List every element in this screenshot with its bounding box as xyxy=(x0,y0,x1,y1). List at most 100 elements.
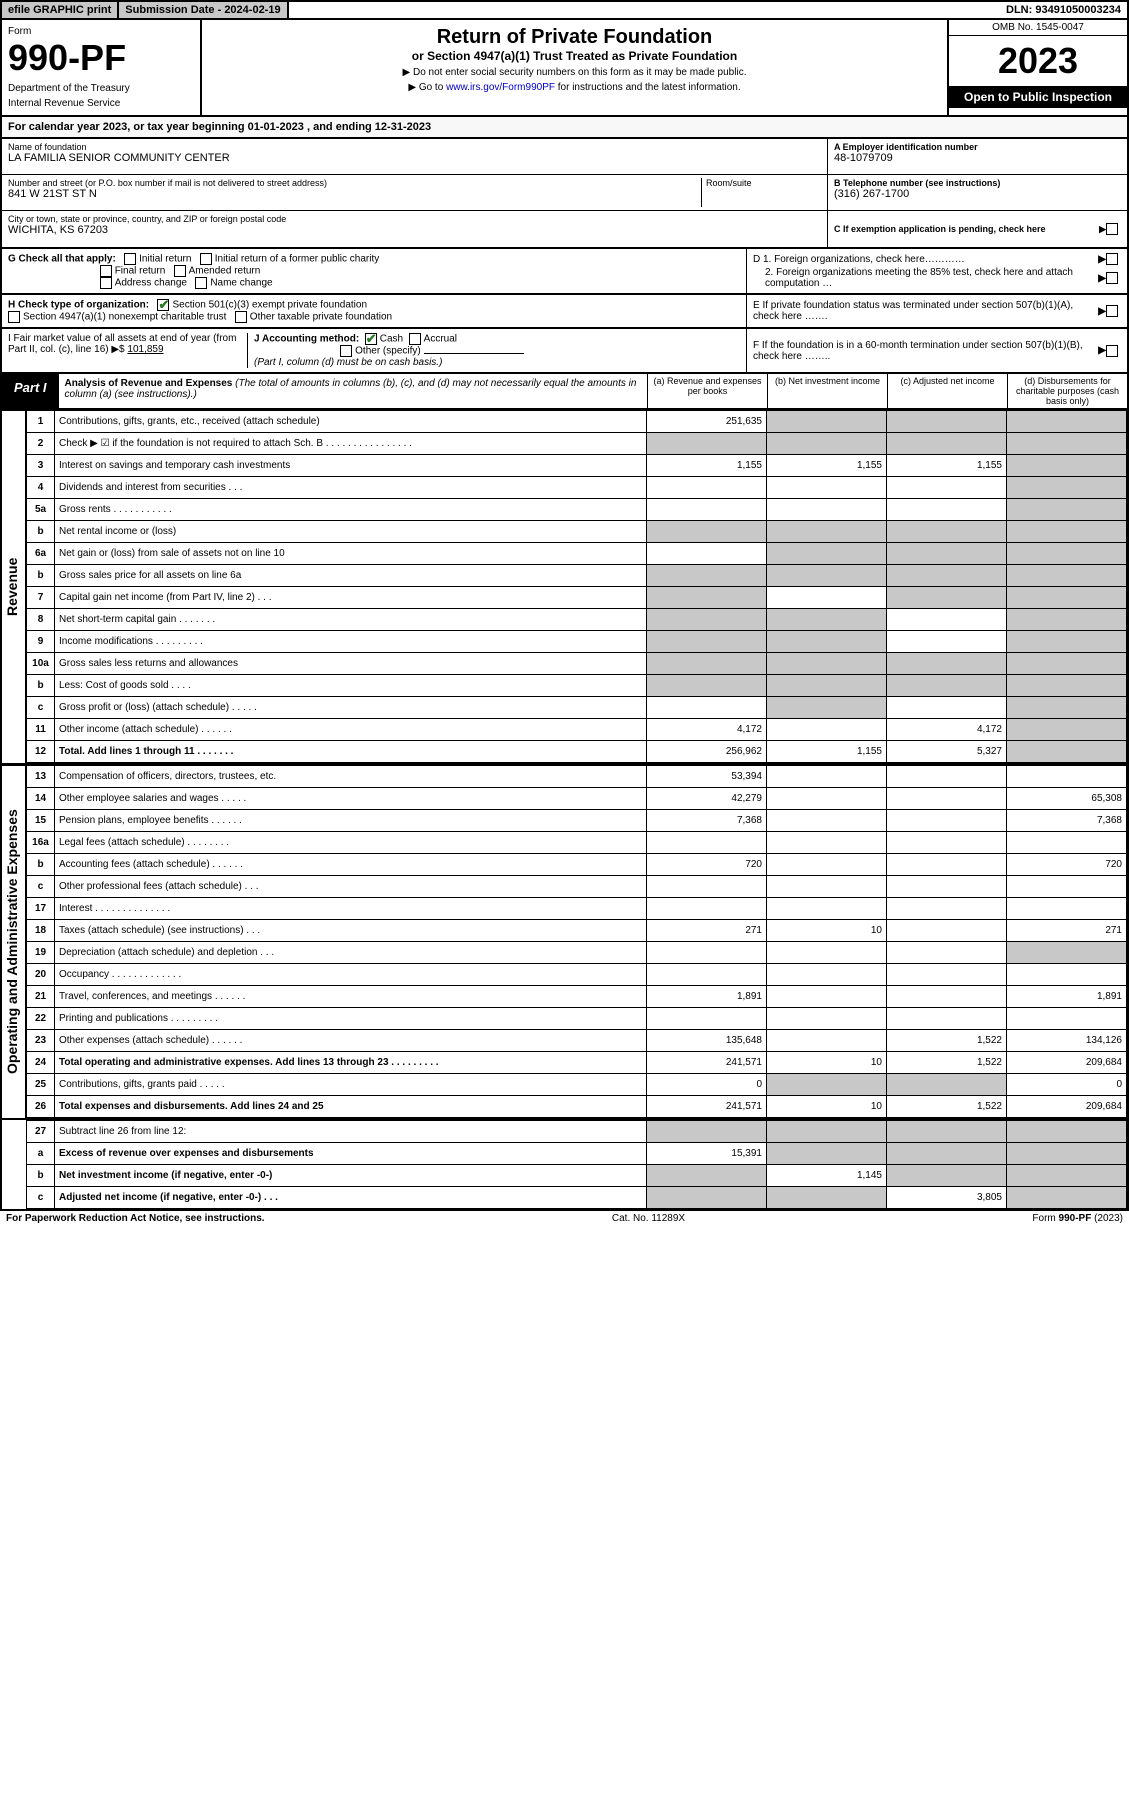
table-cell xyxy=(887,653,1007,675)
footer-right: Form 990-PF (2023) xyxy=(1032,1213,1123,1224)
table-cell: 16a xyxy=(27,832,55,854)
h-e-row: H Check type of organization: Section 50… xyxy=(0,295,1129,329)
table-cell xyxy=(767,697,887,719)
table-cell: 1,891 xyxy=(647,986,767,1008)
g-final-checkbox[interactable] xyxy=(100,265,112,277)
table-cell xyxy=(1007,697,1127,719)
table-cell: 10 xyxy=(767,920,887,942)
table-cell: Gross sales less returns and allowances xyxy=(55,653,647,675)
table-cell xyxy=(887,521,1007,543)
table-cell: Contributions, gifts, grants paid . . . … xyxy=(55,1074,647,1096)
table-cell xyxy=(1007,719,1127,741)
table-cell xyxy=(767,876,887,898)
table-cell: b xyxy=(27,675,55,697)
table-cell: 1,155 xyxy=(647,455,767,477)
table-cell xyxy=(767,766,887,788)
form-label: Form xyxy=(8,26,194,37)
table-cell: 2 xyxy=(27,433,55,455)
table-cell xyxy=(1007,1008,1127,1030)
table-cell: Legal fees (attach schedule) . . . . . .… xyxy=(55,832,647,854)
c-checkbox[interactable] xyxy=(1106,223,1118,235)
h-4947-checkbox[interactable] xyxy=(8,311,20,323)
j-cash-checkbox[interactable] xyxy=(365,333,377,345)
table-cell xyxy=(887,631,1007,653)
g-namechange-checkbox[interactable] xyxy=(195,277,207,289)
city-value: WICHITA, KS 67203 xyxy=(8,224,821,236)
table-row: cAdjusted net income (if negative, enter… xyxy=(27,1187,1127,1209)
col-d-header: (d) Disbursements for charitable purpose… xyxy=(1007,374,1127,408)
table-cell xyxy=(1007,741,1127,763)
revenue-sidelabel: Revenue xyxy=(2,410,26,763)
table-cell: 11 xyxy=(27,719,55,741)
g-initial-checkbox[interactable] xyxy=(124,253,136,265)
name-label: Name of foundation xyxy=(8,142,821,152)
table-cell: 271 xyxy=(647,920,767,942)
table-cell xyxy=(1007,653,1127,675)
table-cell: 18 xyxy=(27,920,55,942)
table-row: bAccounting fees (attach schedule) . . .… xyxy=(27,854,1127,876)
ein-label: A Employer identification number xyxy=(834,142,1121,152)
table-cell xyxy=(1007,587,1127,609)
table-cell: 241,571 xyxy=(647,1052,767,1074)
j-accrual-checkbox[interactable] xyxy=(409,333,421,345)
table-cell: c xyxy=(27,1187,55,1209)
table-cell: Compensation of officers, directors, tru… xyxy=(55,766,647,788)
table-cell xyxy=(767,1121,887,1143)
h-other-checkbox[interactable] xyxy=(235,311,247,323)
g-amended-checkbox[interactable] xyxy=(174,265,186,277)
top-bar: efile GRAPHIC print Submission Date - 20… xyxy=(0,0,1129,20)
table-cell xyxy=(767,565,887,587)
table-cell xyxy=(887,675,1007,697)
d1-checkbox[interactable] xyxy=(1106,253,1118,265)
table-cell: a xyxy=(27,1143,55,1165)
addr-label: Number and street (or P.O. box number if… xyxy=(8,178,701,188)
table-cell: Other employee salaries and wages . . . … xyxy=(55,788,647,810)
table-row: 18Taxes (attach schedule) (see instructi… xyxy=(27,920,1127,942)
table-cell xyxy=(647,832,767,854)
revenue-section: Revenue 1Contributions, gifts, grants, e… xyxy=(0,410,1129,765)
table-cell xyxy=(767,631,887,653)
form-link[interactable]: www.irs.gov/Form990PF xyxy=(446,82,555,93)
bottom-table: 27Subtract line 26 from line 12:aExcess … xyxy=(26,1120,1127,1209)
table-row: 7Capital gain net income (from Part IV, … xyxy=(27,587,1127,609)
table-cell: 8 xyxy=(27,609,55,631)
table-cell xyxy=(1007,898,1127,920)
table-cell xyxy=(767,587,887,609)
table-cell: 5a xyxy=(27,499,55,521)
h-501c3-checkbox[interactable] xyxy=(157,299,169,311)
g-former-checkbox[interactable] xyxy=(200,253,212,265)
form-title: Return of Private Foundation xyxy=(208,26,941,49)
table-cell xyxy=(887,854,1007,876)
part1-header: Part I Analysis of Revenue and Expenses … xyxy=(0,374,1129,410)
table-cell: Gross sales price for all assets on line… xyxy=(55,565,647,587)
g-addrchange-checkbox[interactable] xyxy=(100,277,112,289)
table-cell xyxy=(767,521,887,543)
table-cell: 3 xyxy=(27,455,55,477)
table-cell xyxy=(887,1121,1007,1143)
table-cell xyxy=(1007,766,1127,788)
table-cell: Printing and publications . . . . . . . … xyxy=(55,1008,647,1030)
table-cell: 19 xyxy=(27,942,55,964)
table-cell: c xyxy=(27,697,55,719)
f-checkbox[interactable] xyxy=(1106,345,1118,357)
name-value: LA FAMILIA SENIOR COMMUNITY CENTER xyxy=(8,152,821,164)
table-cell: 12 xyxy=(27,741,55,763)
form-number: 990-PF xyxy=(8,37,194,79)
table-cell: 21 xyxy=(27,986,55,1008)
table-cell: 271 xyxy=(1007,920,1127,942)
room-label: Room/suite xyxy=(706,178,821,188)
j-other-checkbox[interactable] xyxy=(340,345,352,357)
e-checkbox[interactable] xyxy=(1106,305,1118,317)
table-row: 5aGross rents . . . . . . . . . . . xyxy=(27,499,1127,521)
table-row: 16aLegal fees (attach schedule) . . . . … xyxy=(27,832,1127,854)
table-cell: 1,522 xyxy=(887,1052,1007,1074)
table-cell xyxy=(1007,609,1127,631)
page-footer: For Paperwork Reduction Act Notice, see … xyxy=(0,1211,1129,1226)
table-cell: 7,368 xyxy=(647,810,767,832)
table-cell xyxy=(767,942,887,964)
table-row: 20Occupancy . . . . . . . . . . . . . xyxy=(27,964,1127,986)
col-a-header: (a) Revenue and expenses per books xyxy=(647,374,767,408)
d2-checkbox[interactable] xyxy=(1106,272,1118,284)
table-cell: 26 xyxy=(27,1096,55,1118)
table-row: 2Check ▶ ☑ if the foundation is not requ… xyxy=(27,433,1127,455)
